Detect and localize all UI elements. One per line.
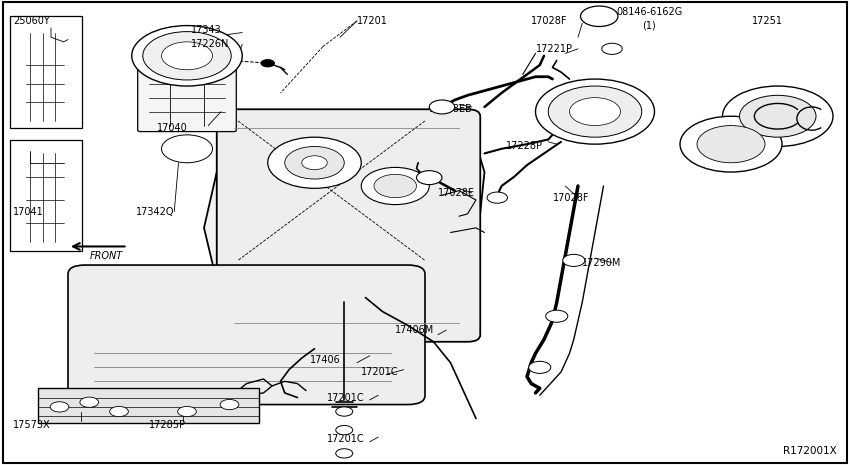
Bar (10, 140, 82, 251)
Text: 17225N: 17225N (718, 141, 756, 152)
Text: B: B (596, 12, 603, 21)
Text: 17221P: 17221P (536, 44, 573, 54)
Circle shape (143, 32, 231, 80)
Text: 17228P: 17228P (506, 141, 543, 152)
Text: 17406M: 17406M (395, 325, 434, 335)
Text: 17251: 17251 (752, 16, 783, 26)
Bar (38, 388, 259, 423)
Text: R172001X: R172001X (784, 445, 837, 456)
Circle shape (162, 42, 212, 70)
FancyBboxPatch shape (138, 68, 236, 132)
Text: 17201C: 17201C (361, 367, 399, 377)
Circle shape (220, 399, 239, 410)
FancyBboxPatch shape (68, 265, 425, 405)
Circle shape (336, 425, 353, 435)
Circle shape (548, 86, 642, 137)
Text: 17201C: 17201C (327, 434, 365, 445)
Circle shape (302, 156, 327, 170)
Circle shape (162, 135, 212, 163)
Text: 17343: 17343 (191, 25, 222, 35)
Circle shape (80, 397, 99, 407)
Text: 08146-6162G: 08146-6162G (616, 7, 683, 17)
Circle shape (374, 174, 416, 198)
Circle shape (285, 146, 344, 179)
Circle shape (536, 79, 654, 144)
Text: 17290M: 17290M (582, 258, 621, 268)
Polygon shape (204, 116, 484, 335)
Circle shape (722, 86, 833, 146)
Circle shape (268, 137, 361, 188)
Circle shape (361, 167, 429, 205)
Circle shape (529, 361, 551, 373)
Circle shape (602, 43, 622, 54)
Circle shape (132, 26, 242, 86)
Circle shape (261, 60, 275, 67)
Circle shape (563, 254, 585, 266)
Text: 17040: 17040 (157, 123, 188, 133)
Circle shape (680, 116, 782, 172)
Text: 17028E: 17028E (438, 188, 475, 198)
Text: 17041: 17041 (13, 206, 43, 217)
Circle shape (110, 406, 128, 417)
Text: 17406: 17406 (310, 355, 341, 365)
Circle shape (429, 100, 455, 114)
Text: (1): (1) (642, 20, 655, 31)
Text: 25060Y: 25060Y (13, 16, 49, 26)
Circle shape (697, 126, 765, 163)
Circle shape (740, 95, 816, 137)
Text: 17226N: 17226N (191, 39, 230, 49)
Text: 17028EB: 17028EB (429, 104, 473, 114)
Circle shape (546, 310, 568, 322)
Circle shape (336, 407, 353, 416)
Text: 17573X: 17573X (13, 420, 50, 431)
Circle shape (416, 171, 442, 185)
Text: 17201: 17201 (357, 16, 388, 26)
Bar (10, 16, 82, 128)
Text: 17028F: 17028F (531, 16, 568, 26)
Text: 17028F: 17028F (552, 193, 589, 203)
Text: 17201C: 17201C (327, 392, 365, 403)
Circle shape (487, 192, 507, 203)
Text: 17342Q: 17342Q (136, 206, 174, 217)
Circle shape (178, 406, 196, 417)
Text: FRONT: FRONT (89, 251, 122, 261)
Circle shape (581, 6, 618, 27)
Circle shape (570, 98, 620, 126)
Circle shape (50, 402, 69, 412)
Circle shape (336, 449, 353, 458)
FancyBboxPatch shape (217, 109, 480, 342)
Text: 17285P: 17285P (149, 420, 186, 431)
